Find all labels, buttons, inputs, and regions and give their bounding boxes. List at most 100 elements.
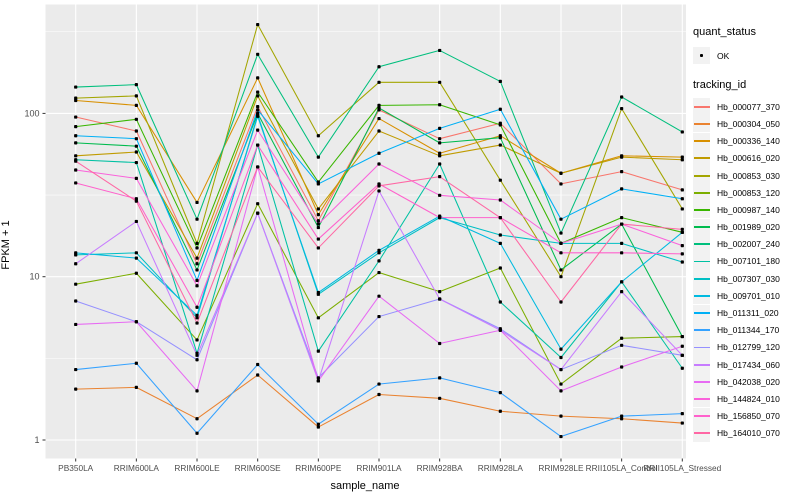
legend-item-label: Hb_012799_120 <box>717 342 780 353</box>
legend-key-swatch <box>693 98 710 116</box>
data-point <box>377 314 381 319</box>
data-point <box>74 85 78 89</box>
data-point <box>559 414 563 418</box>
data-point <box>74 125 78 129</box>
data-point <box>559 300 563 304</box>
data-point <box>316 182 320 186</box>
data-point <box>74 367 78 372</box>
data-point <box>620 336 624 340</box>
data-point <box>559 275 563 279</box>
data-point <box>134 199 138 203</box>
legend-line-icon <box>693 415 710 418</box>
data-point <box>134 103 138 107</box>
x-tick-label: RRII105LA_Stressed <box>643 463 721 473</box>
data-point <box>195 358 199 362</box>
legend-item-label: Hb_000336_140 <box>717 136 780 147</box>
legend-item-label: Hb_000616_020 <box>717 153 780 164</box>
data-point <box>438 137 442 141</box>
x-tick-label: PB350LA <box>58 463 94 473</box>
data-point <box>74 251 78 255</box>
data-point <box>256 105 260 109</box>
data-point <box>195 417 199 421</box>
data-point <box>377 392 381 397</box>
point-marker-icon <box>700 54 704 58</box>
legend-item-Hb_164010_070: Hb_164010_070 <box>693 424 799 442</box>
data-point <box>559 367 563 372</box>
data-point <box>134 117 138 121</box>
data-point <box>316 237 320 241</box>
data-point <box>680 260 684 264</box>
x-tick-label: RRIM600SE <box>235 463 282 473</box>
legend-key-swatch <box>693 424 710 442</box>
x-axis-title: sample_name <box>330 480 400 492</box>
data-point <box>680 188 684 192</box>
legend-item-Hb_011311_020: Hb_011311_020 <box>693 304 799 322</box>
y-tick-label: 100 <box>24 108 39 118</box>
legend-item-Hb_000853_120: Hb_000853_120 <box>693 184 799 202</box>
data-point <box>377 151 381 155</box>
data-point <box>498 178 502 182</box>
data-point <box>195 241 199 245</box>
data-point <box>256 143 260 147</box>
legend-line-icon <box>693 157 710 160</box>
data-point <box>256 128 260 132</box>
data-point <box>559 182 563 186</box>
data-point <box>74 134 78 138</box>
x-tick-label: RRIM600PE <box>295 463 342 473</box>
data-point <box>316 376 320 380</box>
data-point <box>680 252 684 256</box>
data-point <box>620 222 624 226</box>
data-point <box>74 282 78 286</box>
legend-line-icon <box>693 432 710 435</box>
x-tick-label: RRIM928BA <box>417 463 464 473</box>
legend-key-swatch <box>693 373 710 391</box>
data-point <box>438 297 442 301</box>
data-point <box>134 251 138 255</box>
data-point <box>620 365 624 369</box>
data-point <box>680 197 684 201</box>
y-tick-label: 1 <box>34 435 39 445</box>
data-point <box>195 262 199 266</box>
legend-item-label: Hb_000077_370 <box>717 101 780 112</box>
data-point <box>377 106 381 110</box>
data-point <box>620 251 624 255</box>
legend: quant_status OK tracking_id Hb_000077_37… <box>693 26 799 442</box>
data-point <box>498 391 502 395</box>
data-point <box>377 129 381 133</box>
legend-key-swatch <box>693 201 710 219</box>
data-point <box>620 95 624 99</box>
data-point <box>74 262 78 266</box>
data-point <box>256 114 260 118</box>
data-point <box>134 160 138 165</box>
data-point <box>377 248 381 252</box>
legend-item-Hb_000077_370: Hb_000077_370 <box>693 98 799 116</box>
data-point <box>377 270 381 275</box>
data-point <box>438 151 442 155</box>
data-point <box>134 129 138 133</box>
legend-key-swatch <box>693 321 710 339</box>
data-point <box>620 414 624 418</box>
legend-item-Hb_009701_010: Hb_009701_010 <box>693 287 799 305</box>
data-point <box>74 141 78 145</box>
legend-key-ok <box>693 47 710 65</box>
data-point <box>316 207 320 211</box>
data-point <box>256 108 260 112</box>
data-point <box>195 284 199 288</box>
legend-key-swatch <box>693 356 710 374</box>
data-point <box>74 181 78 185</box>
legend-key-swatch <box>693 338 710 356</box>
data-point <box>680 155 684 159</box>
data-point <box>316 134 320 138</box>
x-tick-label: RRIM600LE <box>174 463 220 473</box>
data-point <box>134 320 138 324</box>
data-point <box>498 136 502 140</box>
legend-line-icon <box>693 380 710 383</box>
legend-line-icon <box>693 226 710 229</box>
data-point <box>195 200 199 205</box>
data-point <box>316 225 320 230</box>
legend-key-swatch <box>693 132 710 150</box>
legend-line-icon <box>693 277 710 280</box>
data-point <box>134 144 138 148</box>
data-point <box>498 107 502 111</box>
